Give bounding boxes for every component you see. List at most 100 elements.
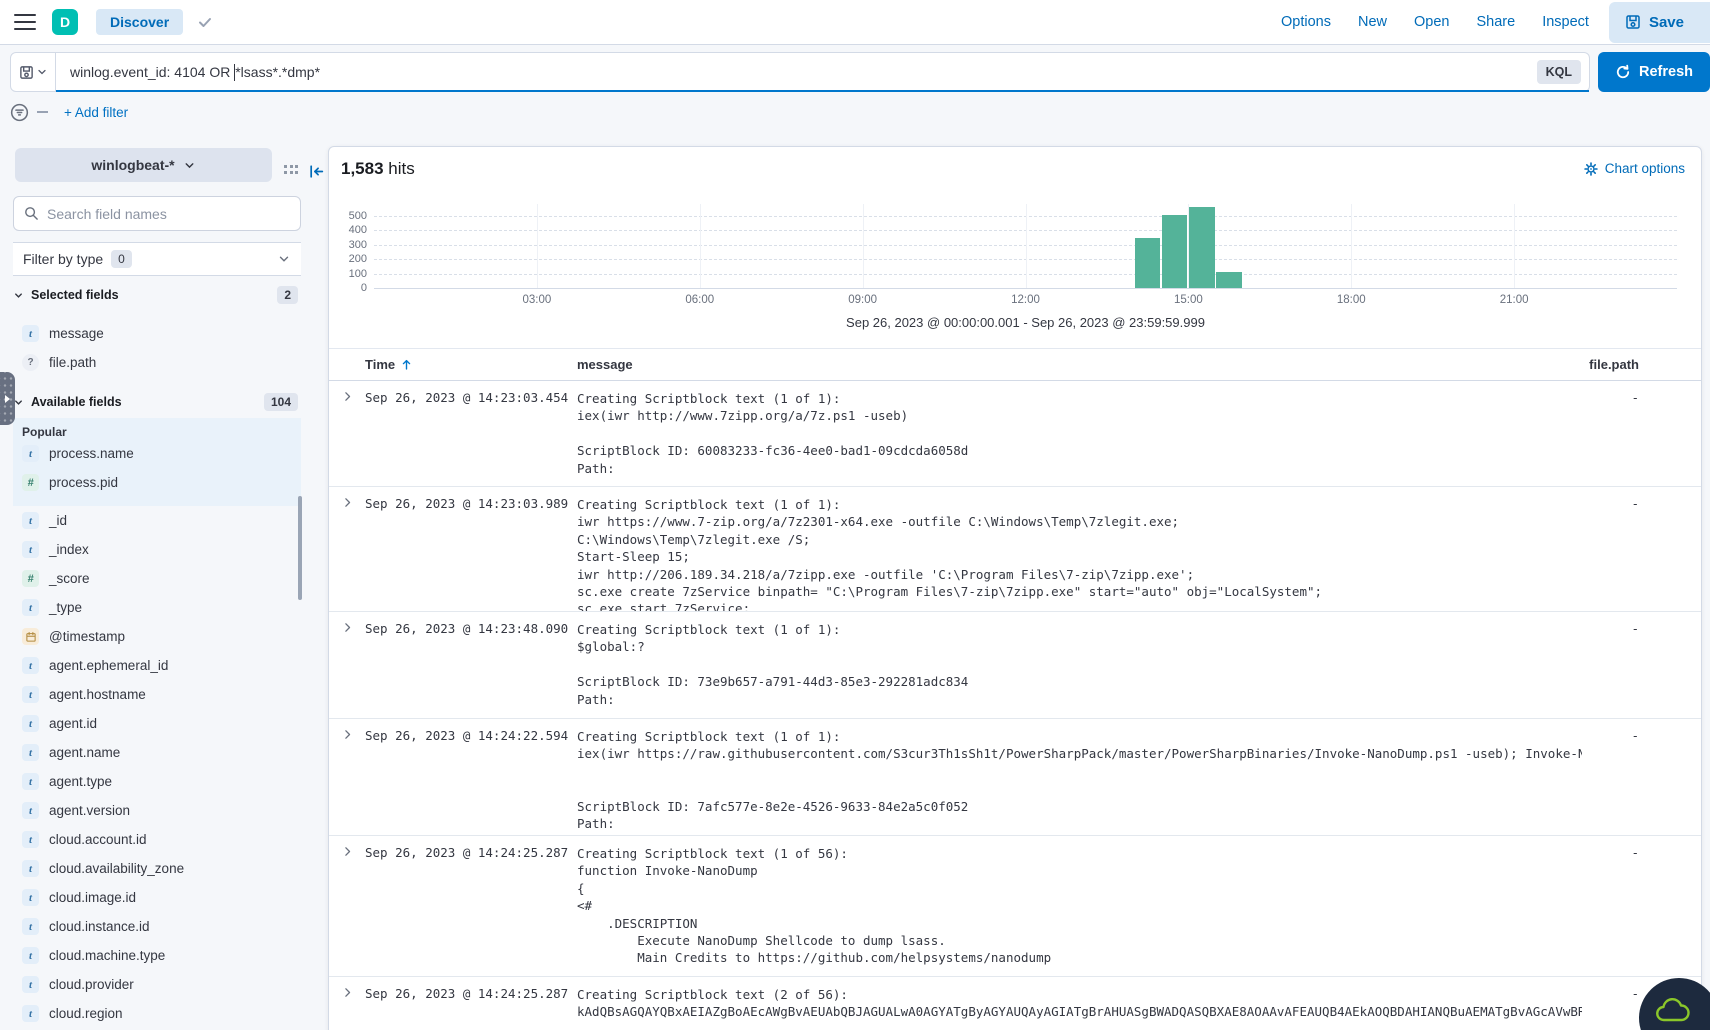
add-filter-button[interactable]: + Add filter: [64, 104, 129, 120]
available-fields-label: Available fields: [31, 395, 122, 409]
save-button[interactable]: Save: [1608, 1, 1710, 43]
field-item-cloud.provider[interactable]: t cloud.provider: [13, 970, 301, 999]
available-fields-header[interactable]: Available fields 104: [13, 392, 301, 412]
expand-row-button[interactable]: [341, 621, 354, 634]
expand-row-button[interactable]: [341, 845, 354, 858]
field-search-input[interactable]: [47, 205, 290, 222]
field-item-_score[interactable]: # _score: [13, 564, 301, 593]
field-type-token: t: [22, 657, 39, 674]
filter-by-type-dropdown[interactable]: Filter by type 0: [13, 242, 301, 276]
field-item-agent.ephemeral_id[interactable]: t agent.ephemeral_id: [13, 651, 301, 680]
field-item-process.pid[interactable]: # process.pid: [13, 468, 301, 497]
field-item-agent.type[interactable]: t agent.type: [13, 767, 301, 796]
histogram-chart: 0 100 200 300 400 500 03:00 06:00 09:00 12:00 15:0…: [349, 204, 1677, 306]
available-fields-list: t _id t _index # _score t _type @timestamp t agent…: [13, 506, 301, 1028]
nav-link-open[interactable]: Open: [1414, 14, 1450, 30]
field-item-_type[interactable]: t _type: [13, 593, 301, 622]
y-axis-tick-label: 100: [348, 267, 367, 280]
calendar-token-icon: [22, 628, 39, 645]
row-message: Creating Scriptblock text (1 of 1): iex(…: [577, 729, 1582, 832]
time-column-label: Time: [365, 357, 396, 372]
index-pattern-selector[interactable]: winlogbeat-*: [15, 148, 272, 182]
field-label: agent.ephemeral_id: [49, 658, 169, 673]
y-axis-tick-label: 400: [348, 224, 367, 237]
field-item-agent.id[interactable]: t agent.id: [13, 709, 301, 738]
x-axis-tick-label: 03:00: [522, 294, 552, 306]
filter-icon[interactable]: [10, 103, 29, 122]
field-label: message: [49, 326, 104, 341]
x-axis-tick-label: 21:00: [1499, 294, 1529, 306]
table-row: Sep 26, 2023 @ 14:23:48.090 Creating Scri…: [329, 612, 1701, 719]
app-logo[interactable]: D: [52, 9, 78, 35]
menu-hamburger-icon[interactable]: [14, 14, 36, 30]
sidebar-scrollbar[interactable]: [298, 496, 302, 600]
field-item-cloud.account.id[interactable]: t cloud.account.id: [13, 825, 301, 854]
field-item-agent.hostname[interactable]: t agent.hostname: [13, 680, 301, 709]
field-type-token: t: [22, 918, 39, 935]
sort-ascending-icon: [402, 359, 411, 370]
expand-row-button[interactable]: [341, 728, 354, 741]
selected-fields-list: t message? file.path: [13, 319, 301, 377]
field-type-token: t: [22, 744, 39, 761]
table-row: Sep 26, 2023 @ 14:24:25.287 Creating Scri…: [329, 836, 1701, 977]
nav-link-options[interactable]: Options: [1281, 14, 1331, 30]
query-language-badge[interactable]: KQL: [1536, 60, 1581, 84]
nav-link-share[interactable]: Share: [1476, 14, 1516, 30]
field-item-@timestamp[interactable]: @timestamp: [13, 622, 301, 651]
breadcrumb-discover[interactable]: Discover: [96, 9, 184, 35]
query-bar: winlog.event_id: 4104 OR *lsass*.*dmp* K…: [10, 52, 1590, 92]
column-header-time[interactable]: Time: [365, 357, 413, 372]
field-type-token: t: [22, 976, 39, 993]
field-item-file.path[interactable]: ? file.path: [13, 348, 301, 377]
field-item-cloud.image.id[interactable]: t cloud.image.id: [13, 883, 301, 912]
field-item-cloud.machine.type[interactable]: t cloud.machine.type: [13, 941, 301, 970]
histogram-bar[interactable]: [1161, 214, 1188, 288]
field-item-process.name[interactable]: t process.name: [13, 439, 301, 468]
chevron-down-icon: [15, 292, 22, 298]
row-message: Creating Scriptblock text (1 of 1): $glo…: [577, 622, 969, 707]
query-input[interactable]: winlog.event_id: 4104 OR *lsass*.*dmp* K…: [56, 52, 1590, 92]
field-item-agent.version[interactable]: t agent.version: [13, 796, 301, 825]
field-item-cloud.availability_zone[interactable]: t cloud.availability_zone: [13, 854, 301, 883]
field-type-token: t: [22, 831, 39, 848]
histogram-bar[interactable]: [1216, 272, 1242, 288]
field-type-token: #: [22, 474, 39, 491]
expand-row-button[interactable]: [341, 496, 354, 509]
refresh-button[interactable]: Refresh: [1598, 52, 1710, 92]
nav-link-inspect[interactable]: Inspect: [1542, 14, 1589, 30]
saved-query-menu-button[interactable]: [10, 52, 56, 92]
histogram-bar[interactable]: [1134, 237, 1161, 288]
chart-options-button[interactable]: Chart options: [1583, 161, 1685, 176]
filter-by-type-label: Filter by type: [23, 251, 104, 267]
field-item-_index[interactable]: t _index: [13, 535, 301, 564]
table-row: Sep 26, 2023 @ 14:24:22.594 Creating Scri…: [329, 719, 1701, 836]
field-item-_id[interactable]: t _id: [13, 506, 301, 535]
field-label: file.path: [49, 355, 97, 370]
field-item-agent.name[interactable]: t agent.name: [13, 738, 301, 767]
selected-fields-header[interactable]: Selected fields 2: [13, 285, 301, 305]
field-type-token: t: [22, 1005, 39, 1022]
chevron-down-icon: [37, 69, 46, 75]
field-item-cloud.instance.id[interactable]: t cloud.instance.id: [13, 912, 301, 941]
collapse-sidebar-icon[interactable]: [308, 163, 325, 180]
x-axis-tick-label: 06:00: [685, 294, 715, 306]
nav-link-new[interactable]: New: [1358, 14, 1388, 30]
filter-divider: [37, 111, 48, 113]
field-label: cloud.availability_zone: [49, 861, 185, 876]
field-type-token: t: [22, 802, 39, 819]
grid-dots-icon[interactable]: [284, 165, 298, 174]
field-label: agent.hostname: [49, 687, 146, 702]
column-header-message[interactable]: message: [577, 357, 633, 372]
field-item-message[interactable]: t message: [13, 319, 301, 348]
sidebar-resize-handle[interactable]: [0, 372, 15, 425]
histogram-bar[interactable]: [1188, 206, 1215, 288]
chevron-down-icon: [15, 399, 22, 405]
field-type-token: t: [22, 445, 39, 462]
y-axis-tick-label: 200: [348, 253, 367, 266]
filter-by-type-count: 0: [111, 250, 132, 268]
expand-row-button[interactable]: [341, 390, 354, 403]
expand-row-button[interactable]: [341, 986, 354, 999]
column-header-file-path[interactable]: file.path: [1589, 357, 1639, 372]
field-item-cloud.region[interactable]: t cloud.region: [13, 999, 301, 1028]
y-axis-tick-label: 300: [348, 238, 367, 251]
